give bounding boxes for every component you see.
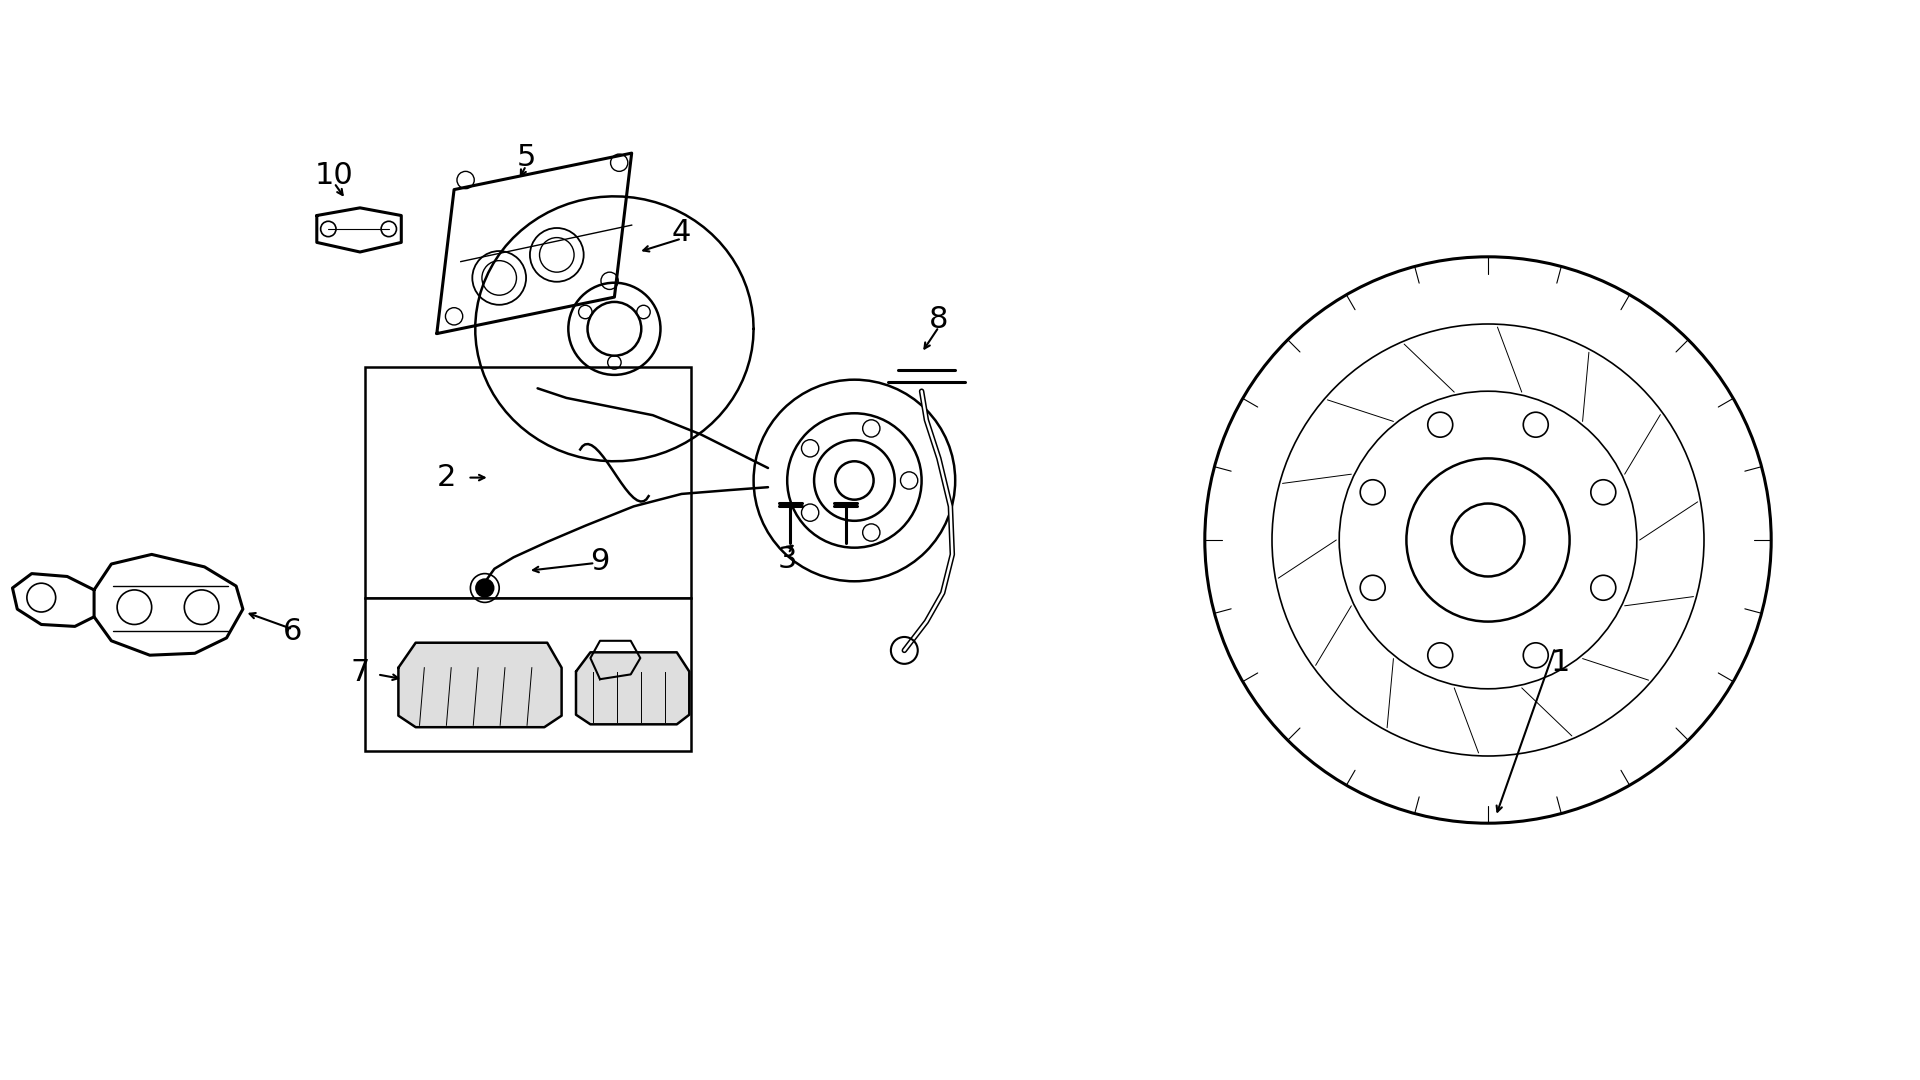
Text: 1: 1 xyxy=(1549,648,1571,677)
Text: 5: 5 xyxy=(516,144,536,173)
Text: 3: 3 xyxy=(778,544,797,573)
Polygon shape xyxy=(399,643,561,727)
Polygon shape xyxy=(576,652,689,725)
Text: 6: 6 xyxy=(282,617,301,646)
Text: 10: 10 xyxy=(315,161,353,190)
Circle shape xyxy=(476,579,493,596)
Bar xyxy=(365,367,691,597)
Text: 4: 4 xyxy=(672,218,691,247)
Text: 9: 9 xyxy=(589,546,611,576)
Text: 7: 7 xyxy=(349,658,369,687)
Text: 2: 2 xyxy=(436,463,457,492)
Text: 8: 8 xyxy=(929,305,948,334)
Bar xyxy=(365,597,691,752)
